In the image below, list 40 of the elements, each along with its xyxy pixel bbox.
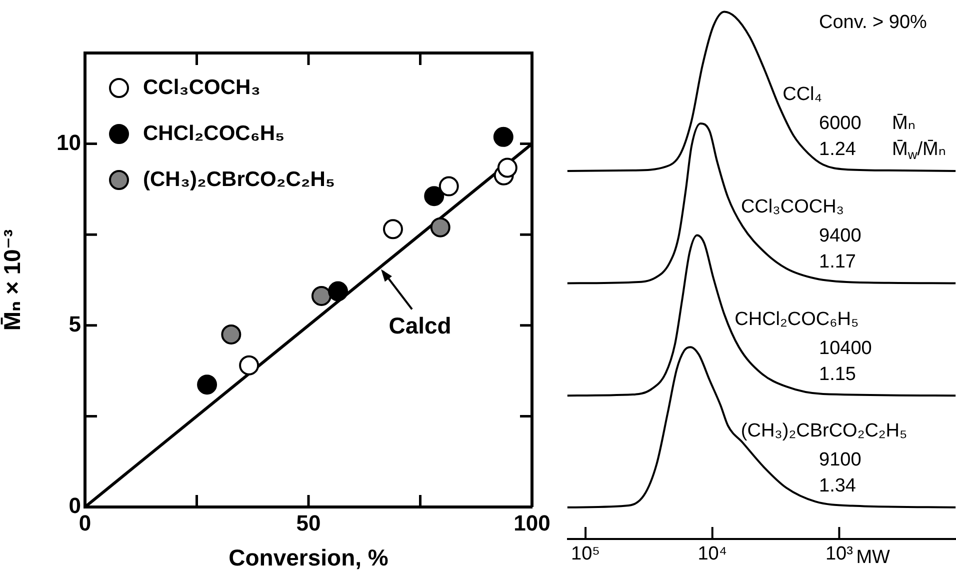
y-axis-title: M̄ₙ × 10⁻³	[0, 229, 26, 331]
point	[311, 286, 332, 306]
legend-label: (CH₃)₂CBrCO₂C₂H₅	[143, 168, 335, 191]
annotation: Calcd	[388, 312, 452, 339]
x-axis-title: MW	[856, 547, 890, 568]
annotation: 10400	[819, 338, 872, 359]
x-tick-label: 10³	[825, 544, 853, 565]
point	[197, 374, 218, 395]
series-label: CHCl₂COC₆H₅	[734, 308, 859, 330]
y-tick-label: 10	[56, 130, 81, 155]
annotation: 1.24	[819, 139, 856, 160]
x-tick-label: 100	[514, 510, 550, 536]
annotation: 1.17	[819, 251, 856, 272]
x-tick-label: 50	[296, 510, 321, 536]
legend-label: CCl₃COCH₃	[143, 76, 260, 99]
point	[382, 219, 403, 240]
point	[221, 324, 242, 344]
annotation: 9100	[819, 450, 862, 471]
series-label: CCl₃COCH₃	[740, 196, 844, 218]
annotation: 1.34	[819, 476, 856, 497]
point	[497, 158, 518, 178]
point	[328, 281, 348, 302]
point	[430, 217, 450, 238]
chart-title: Conv. > 90%	[819, 12, 928, 34]
point	[424, 186, 444, 206]
point	[438, 176, 459, 196]
series-label: (CH₃)₂CBrCO₂C₂H₅	[740, 420, 908, 442]
x-tick-label: 10⁵	[571, 544, 600, 565]
point	[493, 126, 514, 147]
point	[239, 355, 260, 376]
annotation: 6000	[819, 113, 862, 134]
legend-label: CHCl₂COC₆H₅	[143, 122, 285, 145]
annotation: 1.15	[819, 364, 856, 385]
series-label: CCl₄	[782, 84, 822, 106]
y-tick-label: 0	[68, 493, 81, 518]
annotation: 9400	[819, 225, 862, 246]
x-tick-label: 10⁴	[698, 544, 728, 565]
y-tick-label: 5	[68, 311, 81, 336]
x-axis-title: Conversion, %	[228, 544, 388, 571]
annotation: M̄ₙ	[892, 113, 916, 134]
